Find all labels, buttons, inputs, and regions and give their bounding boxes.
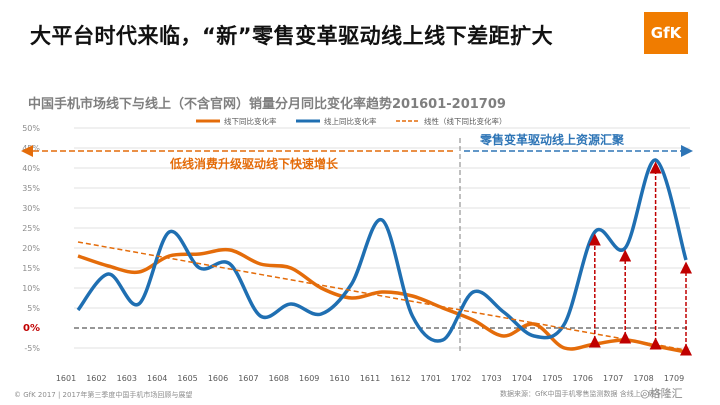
right-period-label: 零售变革驱动线上资源汇聚 [479, 132, 625, 147]
y-tick-label: 50% [22, 124, 40, 133]
y-tick-label: 20% [22, 244, 40, 253]
gap-arrows [588, 161, 692, 356]
y-tick-label: 10% [22, 284, 40, 293]
y-tick-label: 0% [23, 323, 40, 334]
x-tick-label: 1702 [451, 374, 471, 383]
watermark: ◎格隆汇 [640, 387, 683, 400]
y-tick-label: 35% [22, 184, 40, 193]
x-tick-label: 1611 [360, 374, 380, 383]
y-tick-label: 15% [22, 264, 40, 273]
x-tick-label: 1603 [117, 374, 137, 383]
x-tick-label: 1605 [177, 374, 197, 383]
legend-label: 线下同比变化率 [224, 116, 277, 126]
x-tick-label: 1604 [147, 374, 167, 383]
x-tick-label: 1709 [664, 374, 684, 383]
x-tick-label: 1703 [481, 374, 501, 383]
x-tick-label: 1607 [238, 374, 258, 383]
x-axis-ticks: 1601 1602 1603 1604 1605 1606 1607 1608 1609 1610… [56, 374, 684, 383]
x-tick-label: 1609 [299, 374, 319, 383]
x-tick-label: 1701 [421, 374, 441, 383]
x-tick-label: 1706 [573, 374, 593, 383]
legend-label: 线上同比变化率 [324, 116, 377, 126]
y-tick-label: 25% [22, 224, 40, 233]
x-tick-label: 1601 [56, 374, 76, 383]
footer-copyright: © GfK 2017 | 2017年第三季度中国手机市场回顾与展望 [14, 391, 193, 399]
chart-title: 中国手机市场线下与线上（不含官网）销量分月同比变化率趋势201601-20170… [28, 97, 506, 112]
slide-title: 大平台时代来临，“新”零售变革驱动线上线下差距扩大 [30, 24, 554, 48]
series-online-line [76, 158, 688, 343]
y-axis-ticks: -5%0%5%10%15%20%25%30%35%40%45%50% [22, 124, 40, 353]
y-tick-label: 40% [22, 164, 40, 173]
series-trend-line [77, 241, 687, 351]
legend-label: 线性（线下同比变化率） [424, 116, 507, 126]
y-tick-label: 30% [22, 204, 40, 213]
x-tick-label: 1610 [329, 374, 349, 383]
annotation-layer: 低线消费升级驱动线下快速增长 零售变革驱动线上资源汇聚 [21, 132, 693, 352]
grid-lines [74, 127, 690, 349]
x-tick-label: 1606 [208, 374, 228, 383]
gfk-logo: GfK [644, 12, 688, 54]
x-tick-label: 1708 [633, 374, 653, 383]
legend: 线下同比变化率 线上同比变化率 线性（线下同比变化率） [196, 116, 507, 126]
y-tick-label: -5% [24, 344, 40, 353]
x-tick-label: 1602 [86, 374, 106, 383]
x-tick-label: 1707 [603, 374, 623, 383]
x-tick-label: 1612 [390, 374, 410, 383]
left-period-label: 低线消费升级驱动线下快速增长 [169, 156, 339, 171]
x-tick-label: 1704 [512, 374, 532, 383]
series-offline-line [77, 247, 687, 354]
footer-source: 数据来源：GfK中国手机零售监测数据 含线上、线下 [500, 390, 662, 398]
series-layer [76, 158, 688, 354]
y-tick-label: 5% [27, 304, 40, 313]
x-tick-label: 1705 [542, 374, 562, 383]
x-tick-label: 1608 [269, 374, 289, 383]
